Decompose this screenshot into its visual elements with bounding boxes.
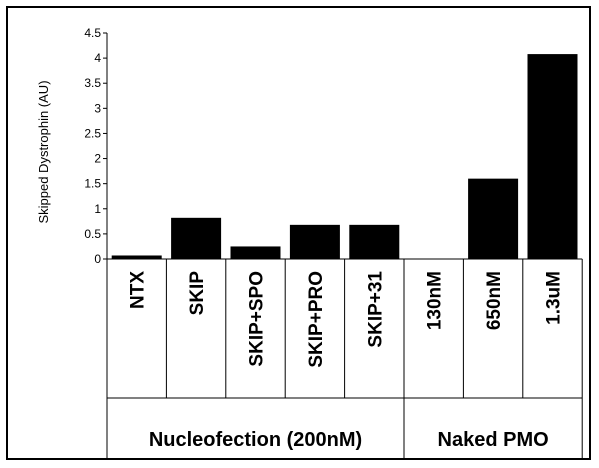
group-label: Nucleofection (200nM) [149,429,362,451]
bar [171,217,222,259]
group-labels: Nucleofection (200nM) Naked PMO [149,429,549,451]
y-tick-label: 3.5 [84,76,101,90]
bars [111,54,578,259]
bar [230,246,281,259]
y-tick-label: 3 [94,101,101,115]
y-tick-label: 2.5 [84,126,101,140]
bar [527,54,578,259]
bar [289,224,340,259]
category-label: SKIP [187,271,208,316]
category-label: 1.3uM [544,271,565,325]
group-label: Naked PMO [438,429,549,451]
y-ticks: 0 0.5 1 1.5 2 2.5 3 3.5 4 4.5 [84,26,107,266]
bar [349,224,400,259]
bar [111,255,162,259]
category-label: NTX [128,271,149,309]
y-tick-label: 0.5 [84,227,101,241]
category-label: SKIP+31 [365,271,386,348]
category-labels: NTX SKIP SKIP+SPO SKIP+PRO SKIP+31 130nM 650nM… [128,271,565,368]
y-tick-label: 2 [94,152,101,166]
y-tick-label: 1 [94,202,101,216]
category-label: 650nM [484,271,505,330]
category-label: 130nM [425,271,446,330]
y-tick-label: 0 [94,252,101,266]
y-tick-label: 4.5 [84,26,101,40]
category-label: SKIP+SPO [247,271,268,367]
y-tick-label: 4 [94,51,101,65]
y-axis-label: Skipped Dystrophin (AU) [36,80,51,223]
y-tick-label: 1.5 [84,177,101,191]
category-label: SKIP+PRO [306,271,327,368]
bar [468,178,519,259]
